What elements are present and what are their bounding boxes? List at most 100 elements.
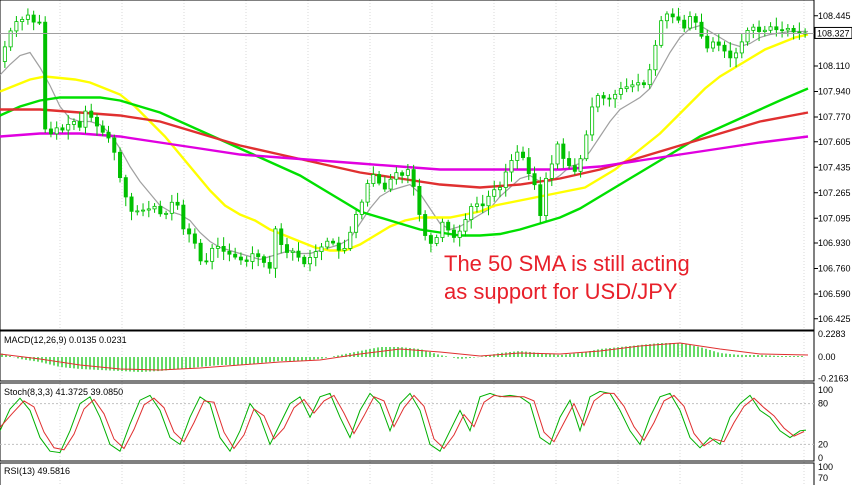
price-tick-label: 107.770	[818, 112, 851, 122]
candle-125	[722, 41, 727, 58]
sma-magenta-line	[0, 132, 809, 171]
candle-body	[647, 69, 652, 86]
candle-body	[43, 21, 48, 130]
candle-29	[169, 194, 174, 221]
candle-77	[446, 219, 451, 237]
candle-81	[469, 203, 474, 229]
candle-27	[158, 200, 163, 217]
candle-body	[567, 158, 572, 166]
candle-19	[112, 134, 117, 161]
candle-14	[83, 105, 88, 134]
candle-82	[474, 196, 479, 213]
stoch-tick-label: 80	[818, 399, 828, 409]
candle-111	[641, 79, 646, 89]
candle-body	[613, 93, 618, 100]
candle-96	[555, 141, 560, 169]
candle-body	[739, 41, 744, 54]
candle-body	[768, 26, 773, 31]
candle-136	[785, 24, 790, 37]
candle-90	[521, 146, 526, 161]
candle-46	[267, 255, 272, 274]
candle-body	[676, 16, 681, 21]
candle-body	[342, 247, 347, 251]
candle-80	[463, 213, 468, 237]
candle-body	[457, 230, 462, 238]
candle-50	[290, 247, 295, 261]
candle-123	[711, 37, 716, 52]
candle-72	[417, 178, 422, 222]
candle-16	[94, 113, 99, 136]
candle-57	[331, 238, 336, 246]
price-tick-label: 107.940	[818, 87, 851, 97]
candle-100	[578, 154, 583, 178]
candle-73	[423, 210, 428, 241]
rsi-panel: RSI(13) 49.5816	[0, 462, 815, 485]
price-tick-label: 106.590	[818, 289, 851, 299]
candle-body	[354, 214, 359, 233]
candle-92	[532, 166, 537, 190]
candle-137	[791, 25, 796, 40]
candle-35	[204, 253, 209, 265]
candle-20	[118, 147, 123, 183]
candle-body	[175, 201, 180, 206]
price-tick-label: 107.095	[818, 213, 851, 223]
candle-body	[302, 256, 307, 265]
candle-body	[734, 52, 739, 59]
candle-body	[486, 195, 491, 207]
candle-body	[451, 229, 456, 238]
stochastic-lines	[0, 390, 807, 454]
macd-panel: MACD(12,26,9) 0.0135 0.0231	[0, 330, 815, 382]
candle-91	[526, 148, 531, 181]
candle-55	[319, 243, 324, 261]
rsi-label: RSI(13) 49.5816	[4, 466, 70, 476]
candle-135	[780, 21, 785, 38]
candle-44	[256, 249, 261, 267]
candle-109	[630, 80, 635, 93]
candle-112	[647, 63, 652, 89]
candle-39	[227, 243, 232, 262]
candle-118	[682, 14, 687, 32]
candle-body	[192, 233, 197, 244]
candle-132	[762, 25, 767, 37]
candle-body	[687, 16, 692, 29]
candle-131	[757, 20, 762, 42]
candle-body	[198, 242, 203, 262]
candle-body	[728, 50, 733, 59]
candle-5	[31, 10, 36, 31]
candle-body	[20, 18, 25, 23]
candle-32	[187, 223, 192, 243]
candle-103	[595, 93, 600, 113]
candle-10	[60, 124, 65, 133]
candle-body	[238, 256, 243, 261]
candle-0	[2, 40, 7, 68]
candle-body	[261, 256, 266, 263]
macd-tick-label: -0.2163	[818, 374, 849, 384]
candle-body	[785, 27, 790, 31]
candle-body	[256, 253, 261, 258]
candle-body	[515, 151, 520, 161]
candle-body	[780, 29, 785, 32]
candle-body	[670, 13, 675, 18]
candle-74	[428, 232, 433, 253]
candle-76	[440, 218, 445, 243]
candle-body	[146, 208, 151, 211]
candle-body	[382, 182, 387, 190]
candle-body	[549, 163, 554, 179]
candle-56	[325, 237, 330, 250]
candle-53	[308, 249, 313, 272]
candle-body	[434, 237, 439, 244]
candle-body	[106, 131, 111, 139]
stoch-d-line	[0, 392, 805, 451]
candle-body	[181, 204, 186, 230]
candle-body	[503, 171, 508, 188]
candle-107	[618, 81, 623, 100]
candle-body	[152, 205, 157, 210]
candle-body	[757, 26, 762, 32]
candle-119	[687, 11, 692, 31]
candle-body	[394, 172, 399, 180]
stoch-tick-label: 20	[818, 439, 828, 449]
candle-body	[2, 46, 7, 62]
candle-15	[89, 103, 94, 122]
